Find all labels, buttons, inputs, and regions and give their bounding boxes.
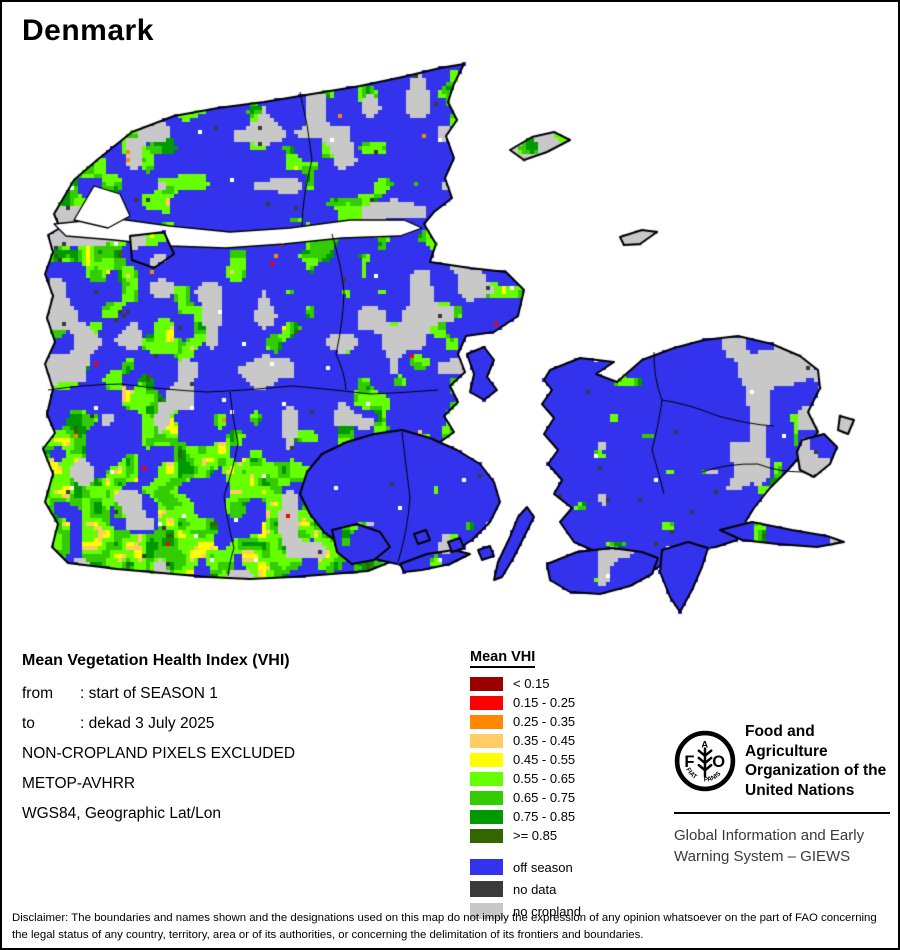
- legend-row: no cropland: [470, 903, 581, 919]
- legend-row: no data: [470, 881, 581, 897]
- legend-label: 0.25 - 0.35: [513, 714, 576, 729]
- legend-label: no data: [513, 881, 557, 897]
- legend-swatch: [470, 695, 503, 710]
- fao-org-line: Food and Agriculture: [745, 723, 828, 760]
- info-line-value: WGS84, Geographic Lat/Lon: [22, 805, 222, 822]
- info-line-value: : start of SEASON 1: [80, 685, 218, 702]
- legend-label: 0.15 - 0.25: [513, 695, 576, 710]
- legend-row: 0.15 - 0.25: [470, 695, 581, 710]
- fao-org-line: Organization of the: [745, 762, 887, 779]
- legend-row: >= 0.85: [470, 828, 581, 843]
- fao-block: F O A FIAT PANIS Food and Agriculture Org…: [674, 722, 890, 867]
- info-line: METOP-AVHRR: [22, 775, 462, 793]
- legend-swatch: [470, 714, 503, 729]
- legend-label: 0.55 - 0.65: [513, 771, 576, 786]
- legend-row: 0.35 - 0.45: [470, 733, 581, 748]
- map-info-block: Mean Vegetation Health Index (VHI) from:…: [22, 652, 462, 835]
- legend-swatch: [470, 771, 503, 786]
- vhi-legend: Mean VHI < 0.15 0.15 - 0.25 0.25 - 0.35 0.3…: [470, 648, 581, 925]
- legend-row: < 0.15: [470, 676, 581, 691]
- giews-name: Global Information and Early Warning Syst…: [674, 825, 890, 867]
- info-line-value: NON-CROPLAND PIXELS EXCLUDED: [22, 745, 296, 762]
- fao-org-name: Food and Agriculture Organization of the U…: [745, 722, 890, 800]
- legend-label: >= 0.85: [513, 828, 558, 843]
- legend-row: 0.55 - 0.65: [470, 771, 581, 786]
- legend-label: < 0.15: [513, 676, 550, 691]
- fao-header: F O A FIAT PANIS Food and Agriculture Org…: [674, 722, 890, 800]
- legend-row: 0.75 - 0.85: [470, 809, 581, 824]
- legend-swatch: [470, 881, 503, 897]
- info-line-label: from: [22, 685, 53, 702]
- fao-logo-icon: F O A FIAT PANIS: [674, 730, 736, 792]
- info-line: NON-CROPLAND PIXELS EXCLUDED: [22, 745, 462, 763]
- svg-text:A: A: [701, 740, 708, 750]
- giews-line: Warning System – GIEWS: [674, 848, 851, 865]
- denmark-vhi-map: [2, 2, 898, 642]
- legend-title: Mean VHI: [470, 649, 536, 668]
- legend-swatch: [470, 676, 503, 691]
- legend-special: off season no data no cropland: [470, 859, 581, 919]
- legend-swatch: [470, 809, 503, 824]
- legend-swatch: [470, 790, 503, 805]
- legend-label: 0.65 - 0.75: [513, 790, 576, 805]
- info-line-value: : dekad 3 July 2025: [80, 715, 215, 732]
- info-lines: from : start of SEASON 1 to : dekad 3 July …: [22, 685, 462, 823]
- legend-swatch: [470, 903, 503, 919]
- legend-swatch: [470, 733, 503, 748]
- legend-label: 0.75 - 0.85: [513, 809, 576, 824]
- info-heading: Mean Vegetation Health Index (VHI): [22, 652, 290, 669]
- legend-row: 0.45 - 0.55: [470, 752, 581, 767]
- legend-swatch: [470, 859, 503, 875]
- legend-classes: < 0.15 0.15 - 0.25 0.25 - 0.35 0.35 - 0.45 0…: [470, 676, 581, 843]
- giews-line: Global Information and Early: [674, 827, 865, 844]
- legend-swatch: [470, 752, 503, 767]
- info-line: from : start of SEASON 1: [22, 685, 462, 703]
- legend-label: 0.35 - 0.45: [513, 733, 576, 748]
- svg-text:O: O: [712, 752, 725, 771]
- info-line: WGS84, Geographic Lat/Lon: [22, 805, 462, 823]
- legend-row: off season: [470, 859, 581, 875]
- legend-swatch: [470, 828, 503, 843]
- info-line-value: METOP-AVHRR: [22, 775, 136, 792]
- legend-label: off season: [513, 859, 573, 875]
- info-line: to : dekad 3 July 2025: [22, 715, 462, 733]
- legend-label: 0.45 - 0.55: [513, 752, 576, 767]
- legend-row: 0.65 - 0.75: [470, 790, 581, 805]
- fao-org-line: United Nations: [745, 781, 855, 799]
- page-title: Denmark: [22, 14, 154, 47]
- info-line-label: to: [22, 715, 35, 732]
- fao-divider: [674, 812, 890, 814]
- legend-label: no cropland: [513, 903, 581, 919]
- legend-row: 0.25 - 0.35: [470, 714, 581, 729]
- disclaimer-text: Disclaimer: The boundaries and names sho…: [12, 912, 877, 942]
- svg-text:F: F: [684, 752, 694, 771]
